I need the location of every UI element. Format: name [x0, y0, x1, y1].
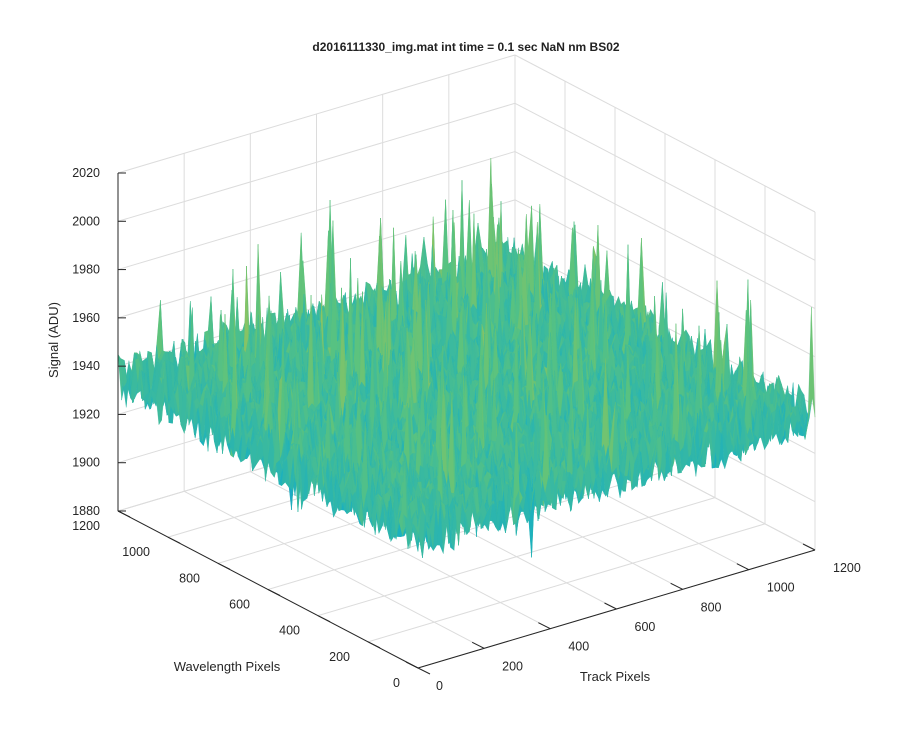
- grid-line: [117, 102, 516, 222]
- grid-line: [514, 102, 816, 261]
- chart-title: d2016111330_img.mat int time = 0.1 sec N…: [312, 40, 619, 54]
- grid-line: [514, 54, 816, 213]
- grid-line: [117, 199, 516, 319]
- grid-line: [514, 151, 816, 310]
- surface: [117, 158, 816, 558]
- grid-line: [317, 497, 716, 617]
- grid-line: [367, 523, 766, 643]
- grid-line: [117, 54, 516, 174]
- grid-line: [117, 151, 516, 271]
- grid-line: [514, 199, 816, 358]
